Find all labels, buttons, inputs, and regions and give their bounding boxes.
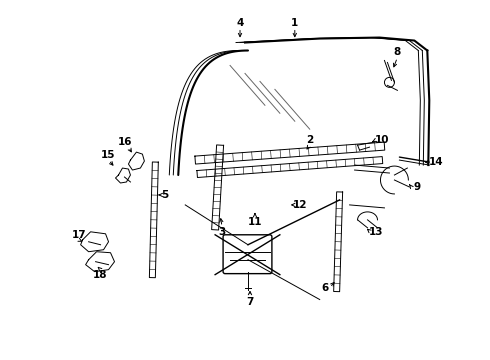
Text: 16: 16 <box>118 137 133 147</box>
Text: 15: 15 <box>101 150 116 160</box>
Text: 3: 3 <box>219 227 226 237</box>
Text: 17: 17 <box>72 230 86 240</box>
Text: 9: 9 <box>414 182 421 192</box>
Text: 10: 10 <box>375 135 390 145</box>
Text: 13: 13 <box>369 227 384 237</box>
Text: 18: 18 <box>93 270 108 280</box>
Text: 7: 7 <box>246 297 254 306</box>
Text: 14: 14 <box>429 157 443 167</box>
Text: 11: 11 <box>248 217 262 227</box>
Text: 6: 6 <box>321 283 328 293</box>
Text: 2: 2 <box>306 135 314 145</box>
Text: 8: 8 <box>394 48 401 58</box>
Text: 12: 12 <box>293 200 307 210</box>
FancyBboxPatch shape <box>223 235 272 274</box>
Text: 4: 4 <box>236 18 244 28</box>
Text: 5: 5 <box>162 190 169 200</box>
Text: 1: 1 <box>291 18 298 28</box>
